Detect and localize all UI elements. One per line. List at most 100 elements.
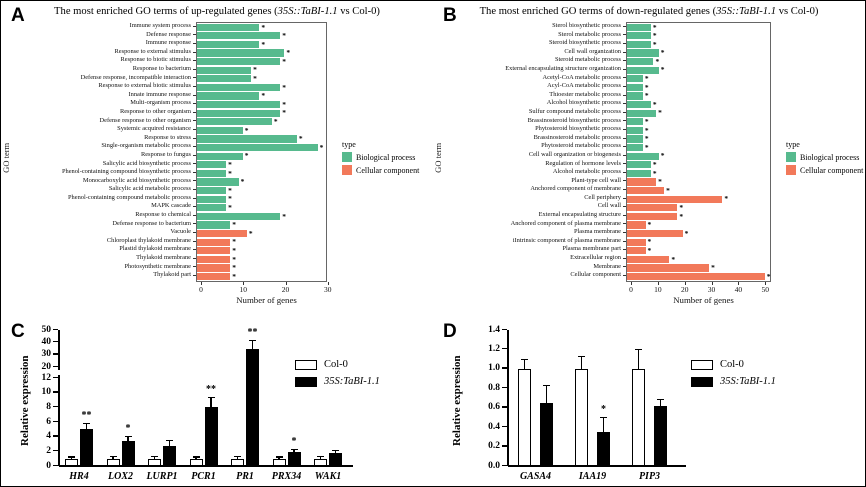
error-bar [580, 357, 583, 369]
go-bar-row: * [627, 169, 770, 178]
go-term-row: Anchored component of plasma membrane [446, 220, 626, 229]
bottom-row: C Relative expression 0 2 4 6 8 10 12 20 30 40 50 *… [1, 313, 865, 486]
y-axis-tick [193, 111, 196, 113]
significance-star: * [644, 134, 649, 144]
go-bar [197, 204, 227, 212]
x-axis-tick-label: 50 [761, 284, 770, 294]
y-axis-tick [502, 367, 507, 369]
error-bar-cap [290, 448, 298, 451]
go-bar [197, 40, 260, 49]
y-axis-tick-label: 0.2 [488, 440, 500, 451]
go-term-row: Salicylic acid biosynthetic process [14, 160, 196, 169]
bar-group-lurp1 [148, 330, 161, 466]
error-bar-cap [68, 456, 75, 458]
y-axis-tick [193, 223, 196, 225]
go-term-label: Immune system process [129, 22, 191, 29]
x-axis-line [508, 465, 686, 467]
go-term-label: Response to other organism [119, 107, 191, 115]
y-axis-tick-label: 2 [46, 445, 51, 456]
y-axis-tick-label: 8 [46, 401, 51, 412]
go-term-row: Response to biotic stimulus [14, 56, 196, 65]
x-axis-tick-label: 10 [654, 284, 662, 294]
significance-star: ** [247, 327, 258, 339]
go-bar-row: * [627, 255, 770, 264]
go-term-row: Defense response, incompatible interacti… [14, 74, 196, 83]
significance-star: * [644, 82, 649, 92]
y-axis-tick [193, 189, 196, 191]
go-bar [197, 49, 285, 57]
go-bar-row: * [627, 66, 770, 75]
significance-star: * [261, 22, 266, 32]
significance-star: * [228, 194, 232, 204]
go-term-label: Steroid biosynthetic process [548, 39, 621, 47]
y-axis-tick [502, 464, 507, 466]
y-axis-tick [623, 154, 626, 156]
go-bar-row: * [627, 100, 770, 109]
significance-star: * [652, 31, 657, 41]
go-bar-row: * [197, 83, 326, 92]
significance-star: * [232, 220, 237, 230]
error-bar [523, 360, 526, 369]
y-axis-tick [193, 232, 196, 234]
go-bar-row: * [627, 246, 770, 255]
significance-star: * [232, 237, 237, 247]
y-axis-tick [193, 137, 196, 139]
y-axis-tick-label: 12 [41, 372, 52, 383]
error-bar-cap [83, 422, 90, 425]
go-bar-row: * [197, 100, 326, 109]
go-term-row: Brassinosteroid metabolic process [446, 134, 626, 143]
go-term-row: Extracellular region [446, 254, 626, 263]
go-term-row: Alcohol biosynthetic process [446, 99, 626, 108]
go-term-label: Thylakoid membrane [136, 254, 191, 262]
y-axis-tick [53, 464, 58, 466]
error-bar-cap [192, 456, 200, 458]
go-bar [197, 92, 260, 100]
go-bar [197, 118, 272, 126]
go-bar-row: * [627, 40, 770, 49]
y-axis-tick [193, 180, 196, 182]
go-term-row: Acyl-CoA metabolic process [446, 82, 626, 91]
panel-a-letter: A [11, 5, 25, 26]
error-bar [210, 397, 212, 408]
go-bar-row: * [627, 135, 770, 144]
go-bar-row: * [197, 178, 326, 187]
go-bar-row: * [197, 126, 326, 135]
go-bar-row: * [197, 143, 326, 152]
bar-group-gasa4 [518, 330, 531, 466]
error-bar-cap [249, 339, 256, 342]
go-bar [627, 186, 665, 195]
y-axis-tick [193, 197, 196, 199]
go-term-label: External encapsulating structure [538, 211, 621, 219]
significance-star: * [647, 245, 652, 255]
y-axis-tick [193, 128, 196, 130]
go-term-row: Response to chemical [14, 211, 196, 220]
go-bar-row: * [627, 221, 770, 230]
title-text: vs Col-0) [776, 6, 819, 17]
go-term-label: Response to biotic stimulus [120, 56, 191, 64]
legend-d: Col-0 35S:TaBI-1.1 [691, 359, 776, 393]
go-bar-row: * [197, 229, 326, 238]
go-term-row: Response to stress [14, 134, 196, 143]
go-term-row: Defense response to bacterium [14, 220, 196, 229]
go-term-label: Sulfur compound metabolic process [528, 107, 621, 115]
panel-b-letter: B [443, 5, 457, 26]
go-bar [627, 144, 643, 152]
legend-item-col0: Col-0 [691, 359, 776, 370]
go-bar-row: * [627, 57, 770, 66]
panel-c: C Relative expression 0 2 4 6 8 10 12 20 30 40 50 *… [1, 313, 433, 486]
error-bar [251, 341, 254, 349]
go-bar [627, 272, 765, 281]
legend-a: type Biological process Cellular compone… [342, 140, 419, 293]
y-axis-title: GO term [433, 142, 443, 173]
panel-b-body: GO term Sterol biosynthetic process Stero… [433, 22, 865, 305]
y-axis-tick [53, 328, 58, 330]
y-axis-line [507, 330, 509, 466]
y-axis-tick [502, 445, 507, 447]
y-axis-tick [623, 77, 626, 79]
x-axis-tick [765, 281, 767, 285]
y-axis-tick-label: 1.0 [488, 363, 500, 374]
x-axis-tick-label: 20 [680, 284, 689, 294]
bar-col0 [148, 458, 161, 466]
go-bar-row: * [197, 272, 326, 281]
go-term-label: Salicylic acid biosynthetic process [102, 159, 191, 167]
